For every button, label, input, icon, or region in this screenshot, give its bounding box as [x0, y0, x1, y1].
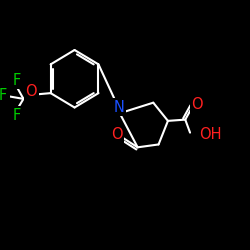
Text: O: O	[26, 84, 37, 99]
Text: F: F	[12, 108, 20, 122]
Text: F: F	[12, 73, 20, 88]
Text: O: O	[192, 97, 203, 112]
Text: O: O	[111, 127, 122, 142]
Text: OH: OH	[199, 127, 222, 142]
Text: F: F	[0, 88, 7, 102]
Text: N: N	[114, 100, 124, 115]
